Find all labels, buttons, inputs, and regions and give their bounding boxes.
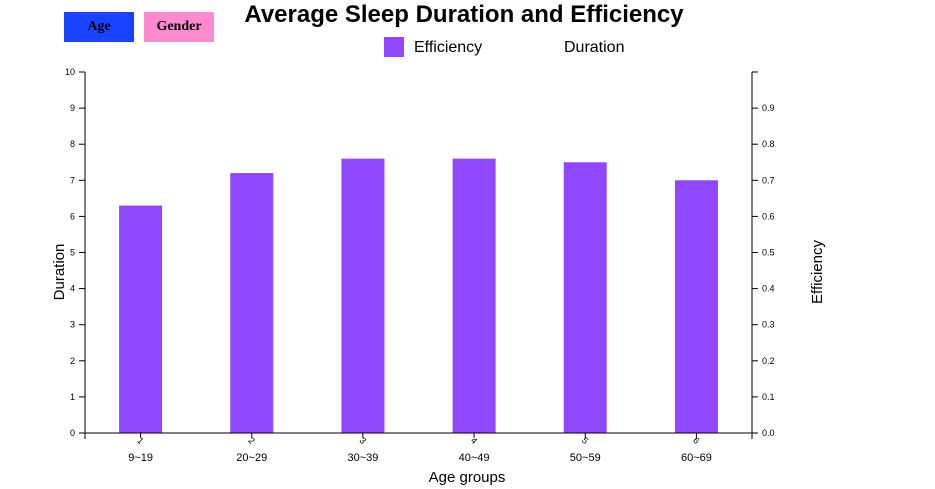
left-tick-label: 0 (70, 428, 75, 438)
x-group-label: 9~19 (128, 452, 153, 464)
right-tick-label: 0.9 (762, 103, 775, 113)
y-axis-left-label: Duration (51, 244, 68, 301)
age-button[interactable]: Age (64, 12, 134, 42)
x-tick-label: 6 (691, 435, 702, 446)
left-tick-label: 9 (70, 103, 75, 113)
x-tick-label: 4 (469, 435, 480, 446)
x-tick-label: 3 (358, 435, 369, 446)
bars-group (119, 158, 718, 433)
right-axis: 0.0 0.1 0.2 0.3 0.4 0.5 0.6 0.7 0.8 0.9 (751, 71, 775, 438)
right-tick-label: 0.2 (762, 356, 775, 366)
x-group-label: 20~29 (236, 452, 267, 464)
left-tick-label: 3 (70, 320, 75, 330)
y-axis-right-label: Efficiency (809, 240, 826, 304)
left-tick-label: 4 (70, 284, 75, 294)
bar-3 (341, 158, 385, 433)
left-axis: 0 1 2 3 4 5 6 7 8 9 10 (65, 67, 86, 438)
right-tick-label: 0.8 (762, 139, 775, 149)
bar-2 (230, 173, 274, 433)
legend-label-duration: Duration (564, 39, 624, 56)
right-tick-label: 0.6 (762, 211, 775, 221)
right-tick-label: 0.1 (762, 392, 775, 402)
legend-label-efficiency: Efficiency (414, 39, 482, 56)
left-tick-label: 5 (70, 248, 75, 258)
x-axis: 1 9~19 2 20~29 3 30~39 4 40~49 5 50~59 6 60~69 (84, 432, 753, 464)
bar-1 (119, 205, 163, 433)
x-group-label: 40~49 (459, 452, 490, 464)
bar-6 (674, 180, 718, 433)
bar-5 (563, 162, 607, 433)
left-tick-label: 7 (70, 175, 75, 185)
x-tick-label: 2 (246, 435, 257, 446)
right-tick-label: 0.7 (762, 175, 775, 185)
left-tick-label: 1 (70, 392, 75, 402)
left-tick-label: 6 (70, 211, 75, 221)
bar-4 (452, 158, 496, 433)
x-tick-label: 1 (135, 435, 146, 446)
right-tick-label: 0.5 (762, 248, 775, 258)
x-group-label: 60~69 (681, 452, 712, 464)
right-tick-label: 0.3 (762, 320, 775, 330)
left-tick-label: 2 (70, 356, 75, 366)
x-group-label: 50~59 (570, 452, 601, 464)
x-axis-label: Age groups (429, 469, 506, 486)
x-tick-label: 5 (580, 435, 591, 446)
x-group-label: 30~39 (347, 452, 378, 464)
left-tick-label: 8 (70, 139, 75, 149)
left-tick-label: 10 (65, 67, 75, 77)
legend-swatch-efficiency (384, 37, 404, 57)
chart-title: Average Sleep Duration and Efficiency (244, 1, 684, 28)
right-tick-label: 0.0 (762, 428, 775, 438)
right-tick-label: 0.4 (762, 284, 775, 294)
gender-button[interactable]: Gender (144, 12, 214, 42)
